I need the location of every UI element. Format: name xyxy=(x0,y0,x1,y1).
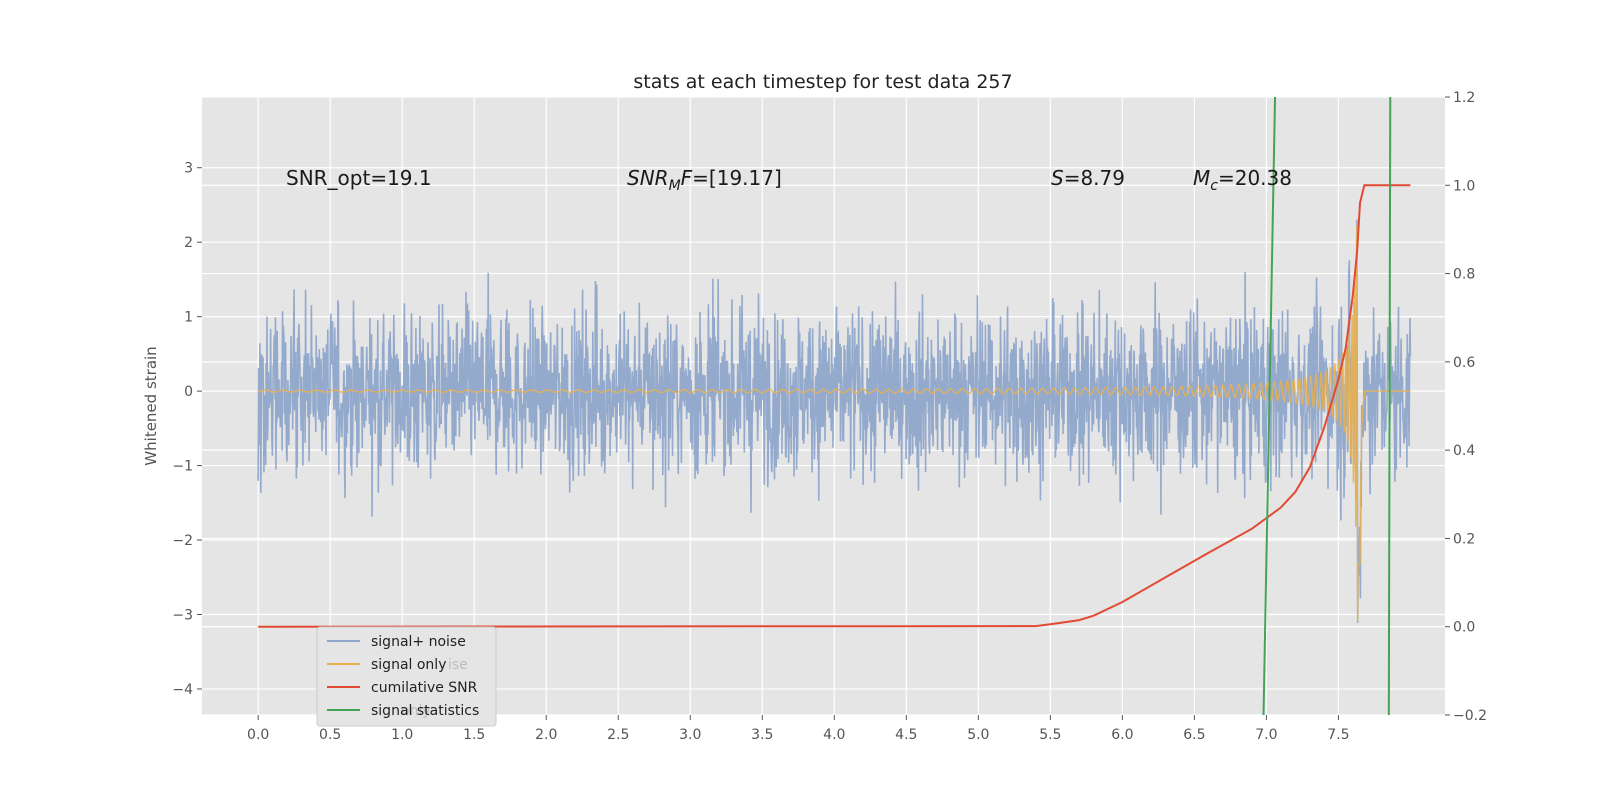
x-tick-label: 2.5 xyxy=(607,727,629,743)
y-left-tick-label: 1 xyxy=(184,310,193,326)
y-left-tick-label: −3 xyxy=(172,607,193,623)
y-left-tick-label: 3 xyxy=(184,161,193,177)
series-signal-only xyxy=(257,225,1411,622)
y-right-tick-label: 0.2 xyxy=(1453,531,1475,547)
legend-label-signal-noise: signal+ noise xyxy=(371,634,466,650)
y-axis-left-ticks: 3 2 1 0 −1 −2 −3 −4 xyxy=(172,161,202,698)
x-tick-label: 5.0 xyxy=(967,727,989,743)
legend-label-signal-only: signal only xyxy=(371,657,446,673)
legend-box xyxy=(316,626,497,727)
y-left-tick-label: 0 xyxy=(184,384,193,400)
legend-ghost-2: only xyxy=(401,703,431,719)
y-right-tick-label: 0.6 xyxy=(1453,355,1475,371)
y-left-tick-label: 2 xyxy=(184,235,193,251)
x-tick-label: 3.0 xyxy=(679,727,701,743)
x-tick-label: 4.5 xyxy=(895,727,917,743)
signal-statistics-line xyxy=(1387,96,1392,716)
x-tick-label: 0.5 xyxy=(319,727,341,743)
y-axis-right-ticks: 1.2 1.0 0.8 0.6 0.4 0.2 0.0 −0.2 xyxy=(1445,90,1487,724)
annotation-s-stat: S=8.79 xyxy=(1051,166,1125,190)
series-signal-statistics xyxy=(1262,96,1392,716)
cumulative-snr-line xyxy=(258,184,1411,628)
y-right-tick-label: −0.2 xyxy=(1453,708,1487,724)
signal-only-line xyxy=(257,225,1411,622)
annotation-snr-mf-value: =[19.17] xyxy=(692,166,782,190)
annotation-snr-mf: SNRMF=[19.17] xyxy=(627,166,782,194)
x-tick-label: 5.5 xyxy=(1039,727,1061,743)
chart-title: stats at each timestep for test data 257 xyxy=(633,71,1012,93)
x-tick-label: 6.5 xyxy=(1183,727,1205,743)
x-axis-ticks: 0.0 0.5 1.0 1.5 2.0 2.5 3.0 3.5 4.0 4.5 5.0 5.5 6.0 6… xyxy=(247,715,1350,743)
x-tick-label: 3.5 xyxy=(751,727,773,743)
signal-statistics-line xyxy=(1262,96,1277,716)
y-left-tick-label: −1 xyxy=(172,459,193,475)
x-tick-label: 7.5 xyxy=(1327,727,1349,743)
signal-noise-line xyxy=(257,219,1412,623)
annotation-s-stat-value: =8.79 xyxy=(1064,166,1125,190)
x-tick-label: 7.0 xyxy=(1255,727,1277,743)
x-tick-label: 1.5 xyxy=(463,727,485,743)
series-cumulative-snr xyxy=(258,184,1411,628)
legend: ise only signal+ noise signal only cumil… xyxy=(316,626,497,727)
x-tick-label: 0.0 xyxy=(247,727,269,743)
y-left-tick-label: −4 xyxy=(172,682,193,698)
y-left-tick-label: −2 xyxy=(172,533,193,549)
y-right-tick-label: 1.0 xyxy=(1453,178,1475,194)
annotation-snr-opt: SNR_opt=19.1 xyxy=(286,166,432,190)
legend-label-signal-statistics: signal statistics xyxy=(371,703,479,719)
legend-ghost-1: ise xyxy=(448,657,468,673)
y-right-tick-label: 1.2 xyxy=(1453,90,1475,106)
x-tick-label: 2.0 xyxy=(535,727,557,743)
x-tick-label: 6.0 xyxy=(1111,727,1133,743)
annotation-mc: Mc=20.38 xyxy=(1193,166,1292,194)
legend-label-cumulative-snr: cumilative SNR xyxy=(371,680,478,696)
y-right-tick-label: 0.4 xyxy=(1453,443,1475,459)
x-tick-label: 4.0 xyxy=(823,727,845,743)
x-tick-label: 1.0 xyxy=(391,727,413,743)
y-right-tick-label: 0.8 xyxy=(1453,267,1475,283)
y-axis-label: Whitened strain xyxy=(142,346,160,465)
y-right-tick-label: 0.0 xyxy=(1453,620,1475,636)
annotation-mc-value: =20.38 xyxy=(1218,166,1292,190)
series-signal-noise xyxy=(257,219,1412,623)
